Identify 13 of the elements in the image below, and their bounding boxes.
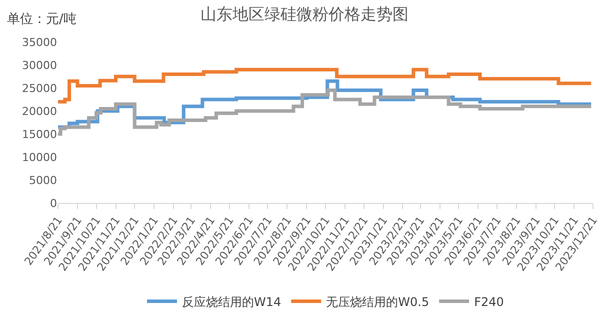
legend-label: F240 <box>474 294 504 309</box>
y-tick-label: 5000 <box>29 174 57 187</box>
legend-label: 反应烧结用的W14 <box>182 294 282 309</box>
y-tick-label: 25000 <box>22 82 57 95</box>
y-tick-label: 15000 <box>22 128 57 141</box>
chart-title: 山东地区绿硅微粉价格走势图 <box>200 4 408 24</box>
y-tick-label: 10000 <box>22 150 57 164</box>
legend-label: 无压烧结用的W0.5 <box>326 294 430 309</box>
y-tick-label: 20000 <box>22 104 57 118</box>
y-tick-label: 0 <box>50 196 57 210</box>
y-tick-label: 35000 <box>22 36 57 49</box>
y-tick-label: 30000 <box>22 58 57 72</box>
text: 单位：元/吨 <box>7 12 76 27</box>
